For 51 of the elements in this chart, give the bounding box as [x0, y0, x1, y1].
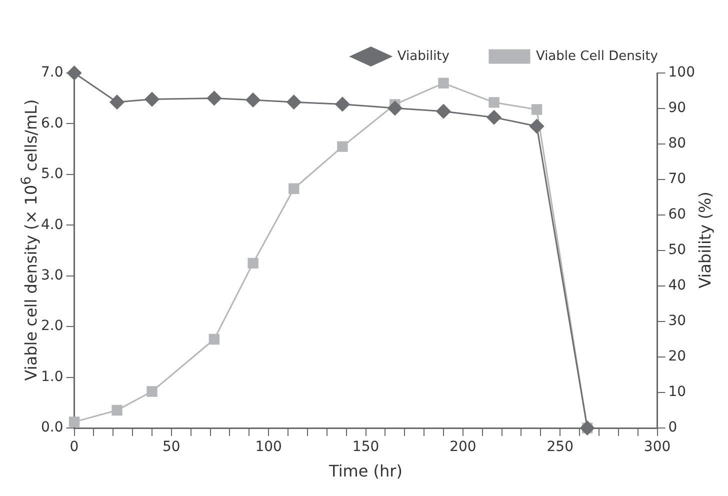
point: [436, 104, 451, 119]
y-tick-label: 0.0: [41, 420, 64, 436]
y2-tick-label: 90: [668, 100, 686, 116]
y2-tick-label: 80: [668, 136, 686, 152]
y-tick-label: 2.0: [41, 318, 64, 334]
y-tick-label: 7.0: [41, 64, 64, 81]
point: [438, 78, 449, 88]
y2-tick-label: 70: [668, 171, 686, 188]
y2-tick-label: 0: [668, 420, 678, 436]
point: [144, 92, 160, 107]
x-tick-label: 300: [644, 439, 671, 456]
point: [248, 258, 258, 269]
y2-tick-label: 20: [668, 348, 686, 365]
point: [335, 96, 350, 112]
point: [206, 90, 222, 106]
y2-axis-title: Viability (%): [696, 192, 714, 288]
x-tick-label: 0: [70, 439, 79, 456]
y2-tick-label: 10: [668, 384, 686, 400]
point: [246, 92, 260, 108]
y-tick-label: 1.0: [41, 368, 64, 385]
x-axis-title: Time (hr): [328, 462, 402, 481]
point: [531, 104, 542, 115]
point: [67, 66, 82, 80]
y-tick-label: 3.0: [41, 268, 64, 284]
y2-tick-label: 50: [668, 242, 686, 258]
point: [530, 119, 544, 134]
point: [286, 94, 302, 110]
y2-tick-label: 100: [668, 64, 696, 81]
point: [208, 334, 220, 345]
point: [112, 404, 122, 416]
y-tick-label: 6.0: [41, 115, 64, 132]
point: [337, 141, 348, 152]
x-tick-label: 150: [352, 439, 380, 456]
point: [68, 416, 80, 428]
point: [146, 386, 158, 397]
x-tick-label: 200: [450, 439, 476, 456]
y2-tick-label: 40: [668, 278, 686, 294]
point: [486, 110, 502, 125]
point: [288, 183, 300, 194]
legend-label: Viable Cell Density: [536, 48, 658, 64]
y-tick-label: 5.0: [41, 166, 64, 182]
y2-tick-label: 60: [668, 206, 686, 223]
x-tick-label: 50: [162, 439, 180, 456]
y2-tick-label: 30: [668, 313, 686, 330]
x-tick-label: 100: [255, 439, 282, 456]
legend-label: Viability: [397, 48, 450, 64]
point: [488, 97, 500, 108]
x-tick-label: 250: [546, 439, 574, 456]
y-tick-label: 4.0: [41, 216, 64, 233]
point: [388, 100, 402, 116]
point: [110, 94, 124, 110]
